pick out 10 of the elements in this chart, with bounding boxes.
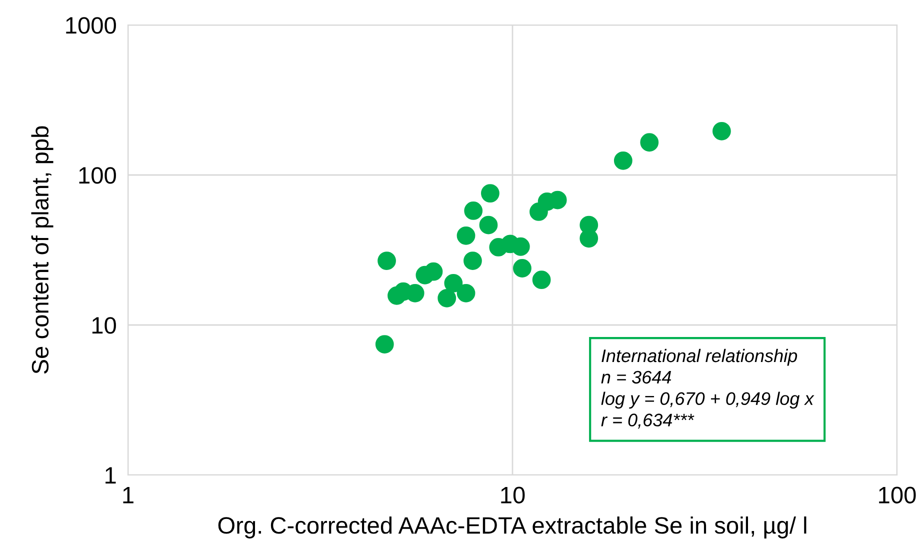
y-tick-label: 1 (106, 467, 116, 484)
annotation: International relationship n = 3644 log y = 0,670 + 0,949 log x r = 0,634*** (601, 348, 814, 429)
x-axis-title: Org. C-corrected AAAc-EDTA extractable Se in soil, µg/ l (218, 516, 806, 538)
y-tick-label: 100 (79, 167, 116, 184)
y-axis-title: Se content of plant, ppb (31, 126, 54, 374)
x-tick-label: 100 (879, 486, 916, 504)
x-tick-label: 10 (501, 486, 525, 504)
x-tick-label: 1 (123, 486, 134, 504)
y-tick-label: 1000 (66, 17, 116, 34)
y-tick-label: 10 (92, 317, 116, 334)
